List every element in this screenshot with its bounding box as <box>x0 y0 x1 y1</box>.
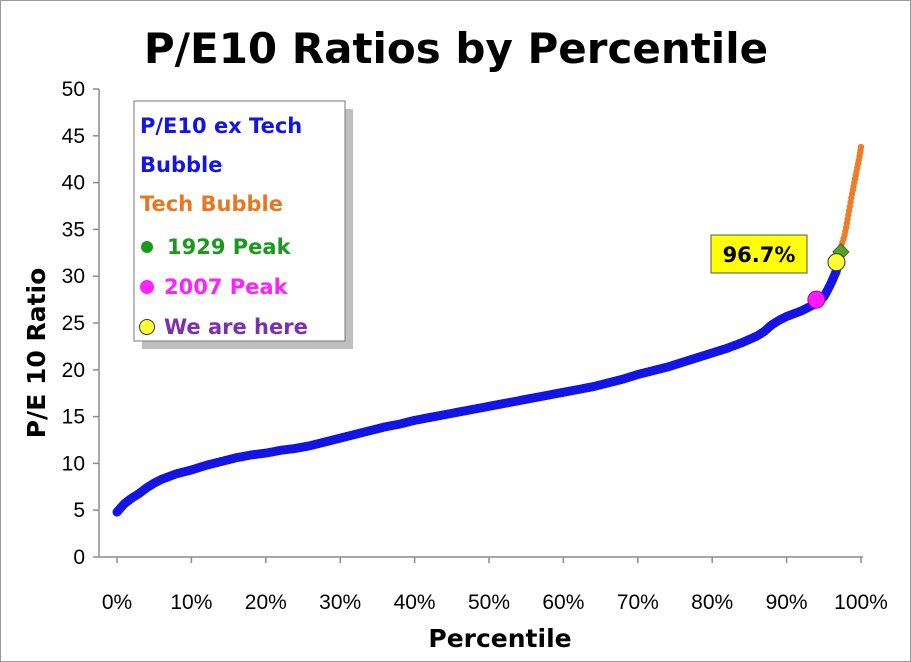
x-tick-label: 50% <box>468 591 510 614</box>
x-tick-label: 40% <box>394 591 436 614</box>
marker-we-are-here <box>827 253 846 272</box>
x-tick-label: 90% <box>766 591 808 614</box>
legend-we-are-here: We are here <box>164 315 308 339</box>
y-tick-label: 15 <box>62 406 85 429</box>
x-tick-label: 80% <box>691 591 733 614</box>
y-tick-label: 5 <box>73 499 85 522</box>
x-tick-label: 60% <box>542 591 584 614</box>
y-tick-label: 20 <box>62 359 85 382</box>
x-tick-label: 30% <box>319 591 361 614</box>
callout: 96.7% <box>710 234 808 274</box>
legend-1929-dot-icon <box>141 241 153 253</box>
callout-box <box>710 234 808 274</box>
chart-title: P/E10 Ratios by Percentile <box>144 24 768 73</box>
series-point-tech-bubble <box>857 143 865 151</box>
legend-ex-tech-line1: P/E10 ex Tech <box>140 114 302 138</box>
x-axis-label: Percentile <box>428 624 571 653</box>
x-tick-label: 10% <box>170 591 212 614</box>
marker-2007-peak <box>807 290 826 309</box>
legend-here-dot-icon <box>139 319 155 335</box>
y-tick-label: 10 <box>62 452 85 475</box>
legend-ex-tech-line2: Bubble <box>140 153 222 177</box>
x-tick-label: 100% <box>834 591 888 614</box>
legend-tech-bubble: Tech Bubble <box>140 192 283 216</box>
y-axis-ticks: 0 5 10 15 20 25 30 35 40 45 50 <box>62 78 99 569</box>
legend-2007-peak: 2007 Peak <box>164 275 289 299</box>
x-tick-label: 20% <box>245 591 287 614</box>
legend-1929-peak: 1929 Peak <box>167 235 292 259</box>
y-tick-label: 25 <box>62 312 85 335</box>
y-tick-label: 0 <box>73 546 85 569</box>
data-series <box>112 143 865 517</box>
legend-2007-dot-icon <box>140 280 154 294</box>
y-tick-label: 40 <box>62 172 85 195</box>
y-tick-label: 30 <box>62 265 85 288</box>
y-axis-label: P/E 10 Ratio <box>22 268 51 439</box>
callout-label: 96.7% <box>723 243 796 267</box>
x-tick-label: 70% <box>617 591 659 614</box>
highlight-markers <box>807 243 850 309</box>
legend-box <box>133 100 346 342</box>
y-tick-label: 50 <box>62 78 85 101</box>
legend-ex-tech-bubble: P/E10 ex Tech Bubble <box>140 114 310 177</box>
x-tick-label: 0% <box>102 591 132 614</box>
x-axis-ticks: 0% 10% 20% 30% 40% 50% 60% 70% 80% 90% 100% <box>102 557 888 614</box>
y-tick-label: 45 <box>62 125 85 148</box>
legend: P/E10 ex Tech Bubble Tech Bubble 1929 Pe… <box>133 100 353 349</box>
y-tick-label: 35 <box>62 218 85 241</box>
